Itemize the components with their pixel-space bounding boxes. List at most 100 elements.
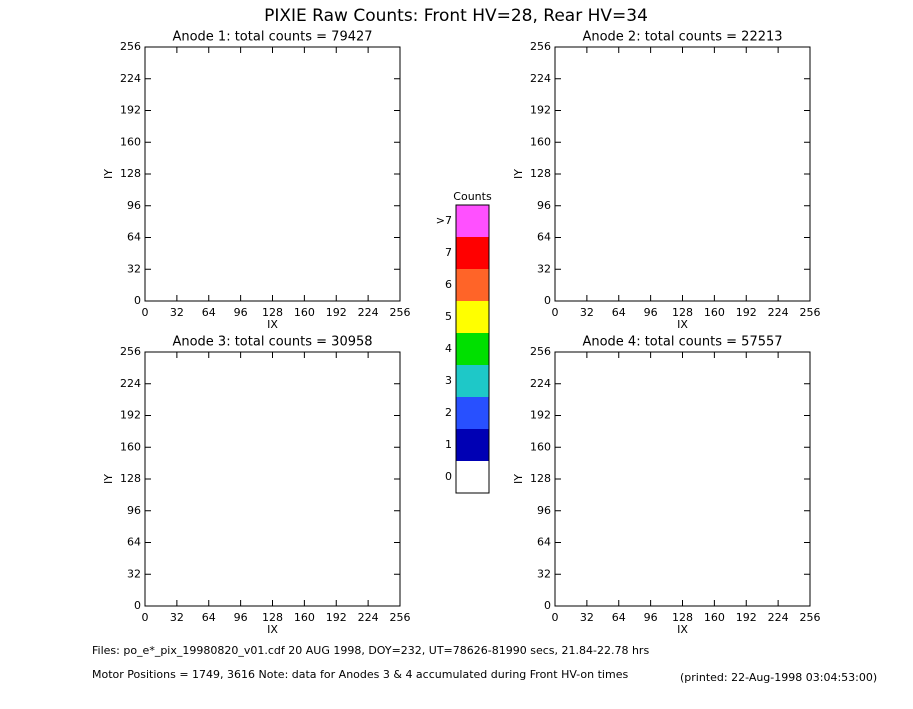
y-tick-label: 160 (120, 135, 141, 148)
plot-frame (144, 351, 401, 607)
colorbar-label: 6 (445, 278, 452, 291)
x-axis-label: IX (677, 318, 688, 331)
y-tick-label: 96 (127, 199, 141, 212)
plot-frame (144, 46, 401, 302)
colorbar-label: 1 (445, 438, 452, 451)
y-tick-label: 224 (120, 377, 141, 390)
y-tick-label: 256 (120, 345, 141, 358)
y-tick-label: 192 (120, 409, 141, 422)
panel-title: Anode 2: total counts = 22213 (582, 30, 782, 45)
x-tick-label: 224 (768, 611, 789, 624)
x-tick-label: 0 (552, 611, 559, 624)
y-tick-label: 32 (537, 567, 551, 580)
x-tick-label: 32 (170, 611, 184, 624)
x-tick-label: 64 (612, 306, 626, 319)
y-tick-label: 224 (120, 72, 141, 85)
x-tick-label: 96 (644, 306, 658, 319)
x-tick-label: 256 (390, 611, 411, 624)
x-tick-label: 256 (800, 611, 821, 624)
y-tick-label: 96 (537, 199, 551, 212)
y-tick-label: 64 (127, 231, 141, 244)
y-tick-label: 32 (127, 262, 141, 275)
colorbar-swatch (456, 365, 489, 397)
x-axis-label: IX (677, 623, 688, 636)
y-tick-label: 32 (127, 567, 141, 580)
x-tick-label: 96 (644, 611, 658, 624)
colorbar-label: 3 (445, 374, 452, 387)
footer-motor: Motor Positions = 1749, 3616 Note: data … (92, 668, 628, 681)
x-tick-label: 256 (390, 306, 411, 319)
x-tick-label: 256 (800, 306, 821, 319)
y-axis-label: IY (512, 169, 525, 179)
y-tick-label: 160 (530, 135, 551, 148)
y-axis-label: IY (512, 474, 525, 484)
y-axis-label: IY (102, 474, 115, 484)
y-tick-label: 224 (530, 377, 551, 390)
x-tick-label: 0 (552, 306, 559, 319)
colorbar-label: 7 (445, 246, 452, 259)
y-tick-label: 96 (127, 504, 141, 517)
x-tick-label: 32 (580, 306, 594, 319)
x-tick-label: 128 (262, 306, 283, 319)
y-tick-label: 192 (530, 104, 551, 117)
y-tick-label: 256 (530, 345, 551, 358)
x-tick-label: 128 (262, 611, 283, 624)
y-tick-label: 224 (530, 72, 551, 85)
colorbar-swatch (456, 397, 489, 429)
x-tick-label: 224 (358, 306, 379, 319)
colorbar-label: 2 (445, 406, 452, 419)
x-tick-label: 192 (736, 611, 757, 624)
x-tick-label: 128 (672, 306, 693, 319)
y-tick-label: 0 (134, 294, 141, 307)
main-title: PIXIE Raw Counts: Front HV=28, Rear HV=3… (264, 6, 648, 26)
colorbar-title: Counts (453, 190, 492, 203)
x-tick-label: 96 (234, 611, 248, 624)
y-tick-label: 0 (544, 599, 551, 612)
y-tick-label: 96 (537, 504, 551, 517)
colorbar-swatch (456, 237, 489, 269)
x-tick-label: 32 (580, 611, 594, 624)
x-axis-label: IX (267, 623, 278, 636)
footer-files: Files: po_e*_pix_19980820_v01.cdf 20 AUG… (92, 644, 649, 657)
x-tick-label: 0 (142, 306, 149, 319)
footer-printed: (printed: 22-Aug-1998 03:04:53:00) (680, 671, 877, 684)
colorbar-label: 5 (445, 310, 452, 323)
x-tick-label: 64 (612, 611, 626, 624)
x-tick-label: 128 (672, 611, 693, 624)
y-tick-label: 256 (120, 40, 141, 53)
y-tick-label: 128 (530, 472, 551, 485)
y-tick-label: 0 (134, 599, 141, 612)
y-tick-label: 32 (537, 262, 551, 275)
colorbar-swatch (456, 301, 489, 333)
colorbar-label: 0 (445, 470, 452, 483)
colorbar-swatch (456, 269, 489, 301)
x-tick-label: 96 (234, 306, 248, 319)
y-tick-label: 64 (537, 536, 551, 549)
y-tick-label: 128 (530, 167, 551, 180)
y-tick-label: 192 (530, 409, 551, 422)
x-tick-label: 160 (294, 306, 315, 319)
panel-title: Anode 3: total counts = 30958 (172, 335, 372, 350)
x-tick-label: 160 (704, 306, 725, 319)
x-tick-label: 192 (326, 306, 347, 319)
colorbar-label: 4 (445, 342, 452, 355)
x-tick-label: 64 (202, 611, 216, 624)
colorbar-swatch (456, 333, 489, 365)
y-tick-label: 64 (127, 536, 141, 549)
panel-title: Anode 4: total counts = 57557 (582, 335, 782, 350)
x-tick-label: 0 (142, 611, 149, 624)
colorbar-swatch (456, 205, 489, 237)
x-tick-label: 64 (202, 306, 216, 319)
colorbar-frame (455, 204, 490, 494)
x-tick-label: 160 (294, 611, 315, 624)
colorbar-swatch (456, 429, 489, 461)
y-tick-label: 160 (530, 440, 551, 453)
x-tick-label: 224 (358, 611, 379, 624)
y-tick-label: 192 (120, 104, 141, 117)
x-tick-label: 224 (768, 306, 789, 319)
y-tick-label: 128 (120, 472, 141, 485)
x-tick-label: 160 (704, 611, 725, 624)
y-axis-label: IY (102, 169, 115, 179)
y-tick-label: 160 (120, 440, 141, 453)
